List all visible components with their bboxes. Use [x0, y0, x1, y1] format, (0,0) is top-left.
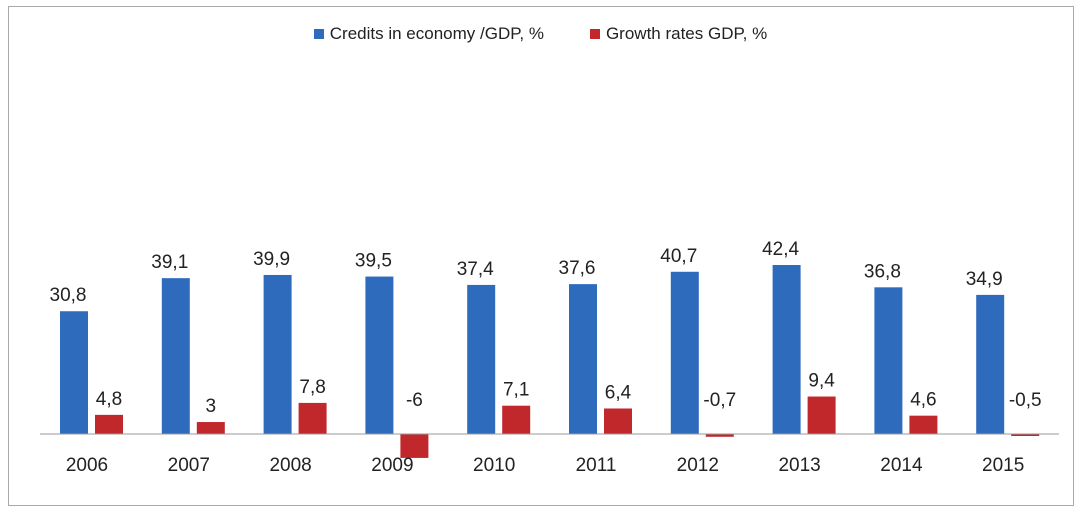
bar-growth-2015: [1011, 434, 1040, 436]
data-label-credits-2011: 37,6: [559, 258, 596, 279]
x-tick-label-2008: 2008: [269, 455, 311, 476]
bar-credits-2014: [874, 287, 903, 434]
bar-growth-2011: [604, 408, 632, 434]
bar-credits-2009: [365, 276, 394, 434]
x-tick-label-2010: 2010: [473, 455, 515, 476]
x-tick-label-2006: 2006: [66, 455, 108, 476]
data-label-credits-2012: 40,7: [660, 246, 697, 267]
bar-credits-2013: [772, 265, 801, 434]
bar-credits-2015: [976, 294, 1005, 434]
bar-credits-2008: [263, 274, 292, 434]
bar-growth-2014: [909, 415, 938, 434]
data-label-growth-2011: 6,4: [605, 382, 632, 403]
data-label-credits-2006: 30,8: [50, 285, 87, 306]
bar-growth-2012: [705, 434, 734, 437]
bar-growth-2010: [502, 405, 531, 434]
legend: Credits in economy /GDP, % Growth rates …: [0, 24, 1081, 44]
data-label-growth-2014: 4,6: [910, 390, 936, 411]
bar-growth-2008: [298, 402, 327, 434]
bar-growth-2009: [400, 434, 429, 458]
x-tick-label-2009: 2009: [371, 455, 413, 476]
data-label-credits-2009: 39,5: [355, 251, 392, 272]
legend-label-growth: Growth rates GDP, %: [605, 24, 768, 43]
data-label-growth-2010: 7,1: [503, 380, 529, 401]
bar-credits-2007: [161, 278, 190, 434]
bar-growth-2006: [95, 414, 123, 434]
data-label-credits-2013: 42,4: [762, 239, 799, 260]
x-tick-label-2015: 2015: [982, 455, 1024, 476]
bar-credits-2011: [569, 284, 597, 434]
x-tick-label-2007: 2007: [168, 455, 210, 476]
bar-growth-2013: [807, 396, 836, 434]
data-label-growth-2015: -0,5: [1009, 390, 1042, 411]
bar-credits-2010: [467, 284, 496, 434]
x-tick-label-2013: 2013: [778, 455, 820, 476]
data-label-credits-2015: 34,9: [966, 269, 1003, 290]
bar-credits-2012: [670, 271, 699, 434]
legend-label-credits: Credits in economy /GDP, %: [329, 24, 544, 43]
x-tick-label-2012: 2012: [677, 455, 719, 476]
data-label-credits-2010: 37,4: [457, 259, 494, 280]
data-label-growth-2006: 4,8: [96, 389, 122, 410]
data-label-growth-2013: 9,4: [808, 371, 835, 392]
legend-swatch-growth: [589, 29, 600, 39]
data-label-credits-2007: 39,1: [151, 252, 188, 273]
legend-item-credits: Credits in economy /GDP, %: [313, 24, 544, 44]
legend-item-growth: Growth rates GDP, %: [589, 24, 768, 44]
data-label-growth-2008: 7,8: [299, 377, 325, 398]
bar-growth-2007: [196, 422, 225, 434]
data-label-growth-2012: -0,7: [703, 390, 736, 411]
data-label-growth-2007: 3: [206, 396, 217, 417]
data-label-growth-2009: -6: [406, 390, 423, 411]
data-label-credits-2008: 39,9: [253, 249, 290, 270]
bar-credits-2006: [60, 311, 88, 434]
x-tick-label-2014: 2014: [880, 455, 923, 476]
legend-swatch-credits: [313, 29, 324, 39]
x-tick-label-2011: 2011: [576, 455, 617, 476]
data-label-credits-2014: 36,8: [864, 261, 901, 282]
